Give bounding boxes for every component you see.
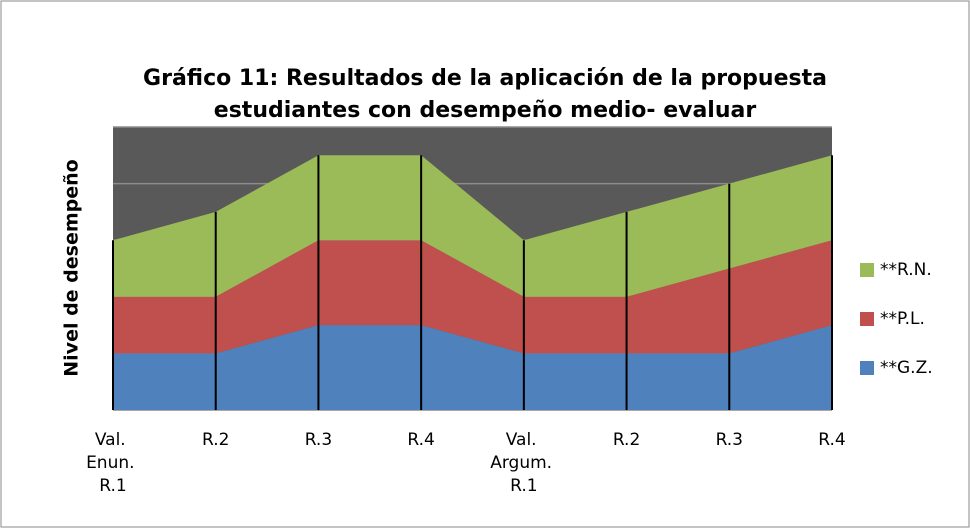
chart-title: estudiantes con desempeño medio- evaluar bbox=[214, 98, 757, 123]
area bbox=[113, 240, 832, 354]
x-tick-label: R.2 bbox=[202, 430, 229, 450]
x-tick-label: R.3 bbox=[716, 430, 743, 450]
x-tick-label: R.4 bbox=[407, 430, 434, 450]
legend-label: **P.L. bbox=[880, 309, 925, 329]
legend-label: **R.N. bbox=[880, 260, 932, 280]
area bbox=[113, 155, 832, 297]
x-tick-label: R.2 bbox=[613, 430, 640, 450]
x-tick-label: R.4 bbox=[818, 430, 845, 450]
x-tick-label: Val. Argum. R.1 bbox=[490, 430, 557, 496]
x-tick-label: R.3 bbox=[305, 430, 332, 450]
legend-swatch bbox=[860, 263, 874, 277]
x-tick-label: Val. Enun. R.1 bbox=[86, 430, 140, 496]
y-axis-label: Nivel de desempeño bbox=[61, 159, 83, 376]
legend-swatch bbox=[860, 312, 874, 326]
chart-title: Gráfico 11: Resultados de la aplicación … bbox=[143, 66, 827, 91]
legend-swatch bbox=[860, 361, 874, 375]
legend-label: **G.Z. bbox=[880, 358, 933, 378]
area bbox=[113, 325, 832, 410]
